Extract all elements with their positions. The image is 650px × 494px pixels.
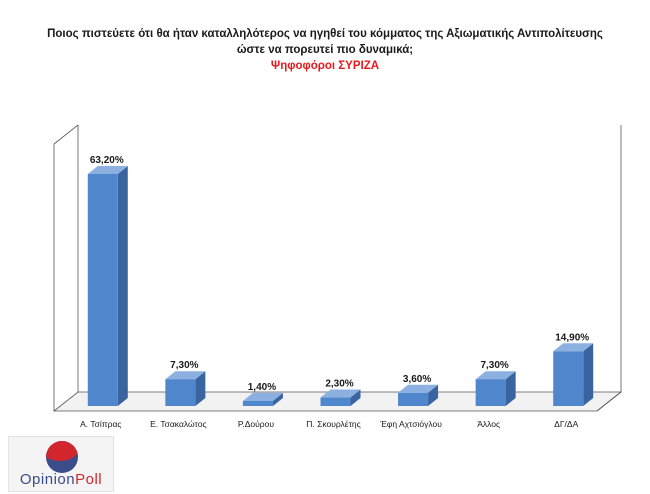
chart-title-line-2: ώστε να πορευτεί πιο δυναμικά; bbox=[236, 44, 414, 56]
data-label: 7,30% bbox=[170, 360, 198, 371]
bar-side bbox=[272, 392, 283, 406]
data-label: 1,40% bbox=[248, 382, 276, 393]
category-label: Έφη Αχτσιόγλου bbox=[379, 419, 442, 429]
bar-top bbox=[242, 392, 283, 401]
category-label: ΔΓ/ΔΑ bbox=[554, 419, 578, 429]
bar bbox=[553, 351, 584, 406]
bar-side bbox=[583, 343, 594, 406]
bar bbox=[165, 379, 196, 406]
bar-side bbox=[428, 384, 439, 406]
bar bbox=[398, 392, 429, 406]
bar-side bbox=[350, 389, 361, 406]
opinionpoll-logo: OpinionPoll bbox=[8, 436, 114, 492]
chart-left-wall bbox=[53, 124, 79, 411]
chart-right-wall bbox=[596, 125, 622, 412]
data-label: 2,30% bbox=[325, 379, 353, 390]
logo-text: OpinionPoll bbox=[19, 471, 103, 488]
chart-title-block: Ποιος πιστεύετε ότι θα ήταν καταλληλότερ… bbox=[0, 26, 650, 74]
data-label: 63,20% bbox=[90, 155, 124, 166]
bar bbox=[242, 400, 273, 406]
bar-side bbox=[117, 165, 128, 406]
bar-side bbox=[505, 371, 516, 406]
bar-top bbox=[398, 384, 439, 393]
category-label: Α. Τσίπρας bbox=[80, 419, 121, 429]
category-label: Ε. Τσακαλώτος bbox=[150, 419, 206, 429]
bar bbox=[87, 173, 118, 406]
bar-top bbox=[320, 389, 361, 398]
category-label: Π. Σκουρλέτης bbox=[306, 419, 361, 429]
bar-top bbox=[553, 343, 594, 352]
bar-top bbox=[475, 371, 516, 380]
data-label: 7,30% bbox=[480, 360, 508, 371]
category-label: Άλλος bbox=[477, 419, 500, 429]
bar bbox=[475, 379, 506, 406]
data-label: 3,60% bbox=[403, 374, 431, 385]
chart-subtitle: Ψηφοφόροι ΣΥΡΙΖΑ bbox=[270, 60, 380, 72]
logo-mark-icon bbox=[46, 441, 78, 473]
category-label: Ρ.Δούρου bbox=[238, 419, 275, 429]
chart-title-line-1: Ποιος πιστεύετε ότι θα ήταν καταλληλότερ… bbox=[47, 28, 603, 40]
data-label: 14,90% bbox=[555, 332, 589, 343]
bar-top bbox=[87, 165, 128, 174]
bar-side bbox=[195, 371, 206, 406]
bar-top bbox=[165, 371, 206, 380]
bar bbox=[320, 397, 351, 406]
